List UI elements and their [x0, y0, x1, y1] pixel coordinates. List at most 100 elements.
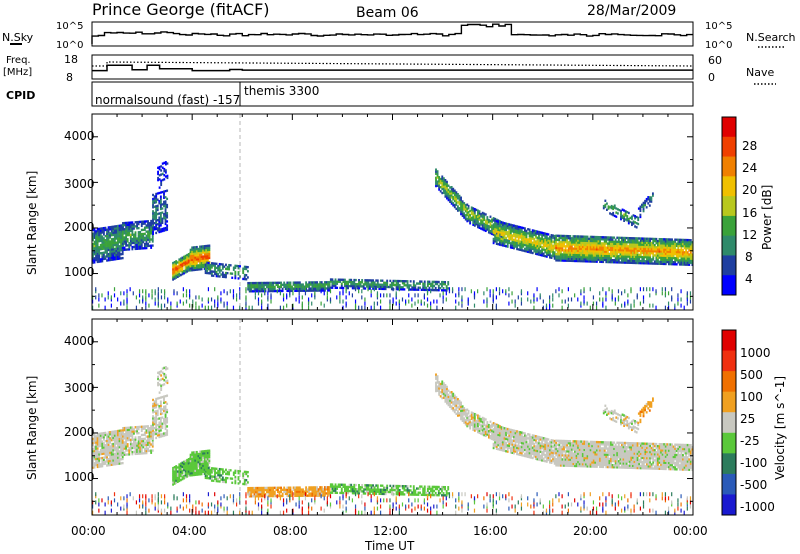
power-noise-cell [489, 289, 491, 294]
power-cell [172, 272, 174, 275]
power-cell [136, 243, 139, 246]
power-cell [184, 269, 187, 272]
power-cell [340, 282, 343, 286]
power-cell [140, 228, 143, 232]
power-cell [172, 274, 174, 277]
velocity-cell [163, 383, 166, 386]
power-cell [150, 230, 153, 233]
power-cell [183, 272, 185, 275]
power-noise-cell [423, 301, 425, 306]
power-cell [92, 259, 94, 262]
power-cell [131, 233, 134, 236]
power-cell [134, 239, 137, 242]
power-cell [200, 257, 203, 261]
power-cell [206, 244, 209, 248]
power-cell [206, 269, 209, 273]
power-noise-cell [642, 287, 645, 292]
power-cell [145, 244, 148, 248]
power-noise-cell [364, 301, 366, 306]
power-cell [125, 227, 128, 231]
power-cell [175, 276, 178, 279]
power-cell [156, 219, 159, 222]
power-cell [113, 241, 116, 245]
power-cell [179, 261, 182, 264]
nave-label: Nave [746, 66, 774, 79]
power-noise-cell [339, 295, 341, 300]
power-cell [231, 276, 234, 279]
power-cell [197, 253, 200, 257]
power-cell [283, 281, 286, 284]
power-cell [159, 218, 162, 221]
power-noise-cell [129, 287, 131, 292]
power-noise-cell [492, 289, 494, 294]
power-noise-cell [214, 299, 216, 304]
power-cell [199, 255, 201, 259]
power-noise-cell [552, 297, 554, 302]
power-cell [109, 226, 112, 229]
power-cell [140, 245, 143, 248]
power-noise-cell [561, 289, 563, 294]
power-cell [205, 265, 208, 268]
power-cell [159, 199, 162, 202]
power-noise-cell [170, 305, 172, 310]
power-cell [164, 218, 167, 222]
nsky-series [91, 23, 693, 44]
power-cell [671, 258, 673, 262]
power-cell [179, 273, 182, 277]
power-cell [131, 247, 134, 251]
power-cell [152, 199, 154, 203]
power-cell [139, 237, 142, 240]
power-cell [173, 263, 176, 266]
power-cell [93, 244, 96, 248]
power-cell [186, 270, 189, 273]
power-cell [362, 285, 365, 288]
power-cell [117, 253, 119, 256]
power-noise-cell [361, 289, 363, 294]
power-cell [125, 240, 128, 243]
power-noise-cell [261, 299, 263, 304]
power-cell [137, 233, 140, 236]
power-cell [200, 249, 203, 252]
power-noise-cell [210, 305, 213, 310]
power-cell [682, 249, 684, 252]
power-cell [334, 278, 337, 281]
power-cell [651, 194, 654, 197]
power-cell [118, 253, 121, 256]
power-cell [467, 206, 470, 210]
power-cell [645, 206, 648, 209]
power-cell [163, 229, 165, 232]
nsky-panel: N.Sky 10^5 10^0 10^5 10^0 N.Search [2, 21, 796, 51]
power-noise-cell [270, 293, 272, 298]
power-cell [118, 249, 121, 252]
power-cell [175, 270, 178, 273]
power-cell [226, 272, 229, 275]
velocity-cell [164, 374, 167, 377]
power-cell [92, 245, 94, 248]
power-noise-cell [674, 303, 676, 308]
power-cell [221, 275, 224, 278]
power-noise-cell [245, 287, 247, 292]
power-cell [417, 288, 420, 291]
power-noise-cell [126, 297, 128, 302]
power-noise-cell [320, 289, 322, 294]
power-cell [106, 242, 108, 246]
power-cell [93, 246, 96, 250]
power-noise-cell [455, 305, 457, 310]
power-noise-cell [395, 291, 397, 296]
power-noise-cell [495, 287, 497, 292]
power-cell [125, 223, 128, 227]
power-noise-cell [458, 291, 460, 296]
power-cell [194, 268, 197, 272]
power-cell [95, 256, 97, 260]
power-cell [677, 246, 680, 250]
power-cell [308, 285, 311, 288]
power-cell [102, 239, 105, 242]
power-cell [126, 229, 129, 233]
power-cell [178, 266, 181, 269]
power-cell [99, 243, 102, 247]
power-cell [158, 191, 161, 195]
power-noise-cell [683, 305, 685, 310]
power-cell [409, 280, 412, 283]
power-noise-cell [329, 289, 332, 294]
power-noise-cell [195, 301, 197, 306]
